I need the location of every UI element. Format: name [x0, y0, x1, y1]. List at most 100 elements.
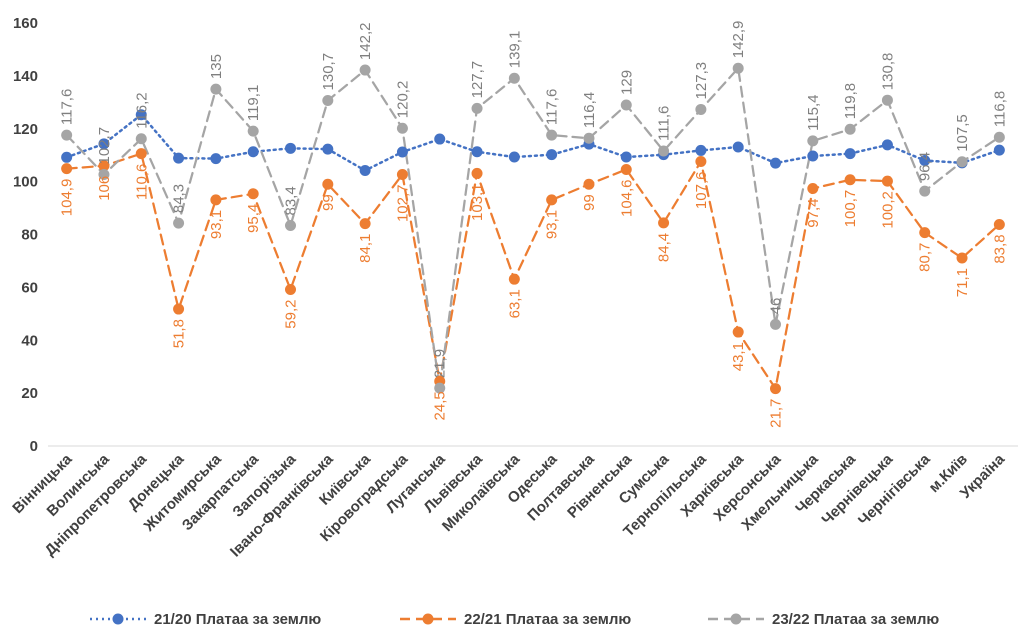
series-3-data-label: 129 — [618, 70, 635, 95]
series-2-point — [658, 217, 670, 229]
legend-marker-3 — [730, 613, 742, 625]
series-2-data-label: 84,4 — [656, 233, 673, 262]
series-3-point — [993, 131, 1005, 143]
series-1-point — [993, 144, 1005, 156]
series-3-data-label: 130,8 — [879, 53, 896, 91]
series-2-point — [359, 218, 371, 230]
series-2-data-label: 24,5 — [432, 391, 449, 420]
series-3-point — [546, 129, 558, 141]
series-3-point — [396, 122, 408, 134]
series-3-point — [508, 72, 520, 84]
series-3-data-label: 115,4 — [805, 94, 822, 130]
series-1-point — [359, 165, 371, 177]
series-2-point — [396, 168, 408, 180]
series-3-point — [98, 168, 110, 180]
series-2-data-label: 71,1 — [954, 268, 971, 297]
series-2-point — [993, 218, 1005, 230]
series-2-data-label: 107,6 — [693, 172, 710, 210]
series-2-data-label: 103,1 — [469, 183, 486, 221]
series-2-point — [881, 175, 893, 187]
series-3-data-label: 139,1 — [506, 31, 523, 69]
series-2-point — [620, 163, 632, 175]
series-1-point — [844, 148, 856, 160]
series-2-point — [732, 326, 744, 338]
series-3-data-label: 117,6 — [59, 89, 76, 125]
series-1-point — [135, 109, 147, 121]
series-2-point — [135, 148, 147, 160]
series-2-point — [285, 283, 296, 295]
series-2-data-label: 83,8 — [991, 234, 1008, 263]
series-2-data-label: 93,1 — [208, 210, 225, 239]
series-3-point — [471, 102, 483, 114]
series-3-point — [919, 185, 931, 197]
legend-label-2: 22/21 Платаа за землю — [464, 611, 631, 628]
series-2-point — [61, 163, 73, 175]
series-3-data-label: 119,8 — [842, 83, 859, 119]
series-2-data-label: 95,4 — [245, 204, 262, 233]
series-3-point — [322, 94, 334, 106]
series-3-point — [770, 318, 781, 330]
series-1-point — [61, 151, 73, 163]
series-2-point — [471, 167, 483, 179]
series-1-point — [210, 153, 222, 165]
series-lines — [65, 65, 1001, 392]
series-3-data-label: 142,2 — [357, 23, 374, 61]
series-line-1 — [65, 112, 1001, 172]
y-tick-label: 160 — [13, 15, 38, 32]
x-axis-ticks: ВінницькаВолинськаДніпропетровськаДонець… — [9, 450, 1008, 560]
series-2-point — [770, 383, 781, 395]
series-2-point — [807, 182, 819, 194]
legend: 21/20 Платаа за землю 22/21 Платаа за зем… — [90, 611, 939, 628]
series-line-3 — [65, 65, 1001, 389]
series-3-data-label: 127,7 — [469, 61, 486, 99]
series-3-point — [807, 135, 819, 147]
series-2-data-label: 93,1 — [544, 210, 561, 239]
series-2-data-label: 59,2 — [283, 299, 300, 328]
series-2-point — [919, 227, 931, 239]
series-3-data-label: 21,9 — [432, 349, 449, 378]
series-3-data-label: 116,4 — [581, 92, 598, 128]
y-tick-label: 40 — [21, 332, 38, 349]
y-tick-label: 120 — [13, 121, 38, 138]
series-1-point — [508, 151, 520, 163]
series-1-point — [919, 154, 931, 166]
series-3-data-label: 116,2 — [133, 92, 150, 128]
series-2-data-label: 102,7 — [394, 184, 411, 222]
series-3-point — [695, 103, 707, 115]
y-axis-ticks: 0 20 40 60 80 100 120 140 160 — [13, 15, 38, 455]
series-2-data-label: 106 — [96, 176, 113, 201]
series-2-point — [247, 188, 259, 200]
series-1-point — [98, 138, 110, 150]
legend-marker-1 — [112, 613, 124, 625]
series-2-data-label: 99 — [581, 194, 598, 211]
series-2-data-label: 97,4 — [805, 198, 822, 227]
series-1-point — [620, 151, 632, 163]
series-3-data-label: 135 — [208, 54, 225, 79]
series-2-point — [173, 303, 185, 315]
series-2-data-label: 80,7 — [917, 243, 934, 272]
series-2-data-label: 51,8 — [171, 319, 188, 348]
series-3-data-label: 127,3 — [693, 62, 710, 100]
series-3-point — [285, 220, 296, 232]
series-2-data-label: 104,6 — [618, 179, 635, 217]
series-2-point — [695, 156, 707, 168]
y-tick-label: 100 — [13, 174, 38, 191]
series-3-point — [658, 145, 670, 157]
series-1-point — [247, 146, 259, 158]
series-3-point — [210, 83, 222, 95]
series-2-data-label: 21,7 — [768, 399, 785, 428]
series-3-point — [620, 99, 632, 111]
series-3-data-label: 84,3 — [171, 184, 188, 213]
series-2-data-label: 43,1 — [730, 342, 747, 371]
series-2-data-label: 100,2 — [879, 191, 896, 229]
series-2-point — [98, 160, 110, 172]
series-3-point — [61, 129, 73, 141]
series-3-point — [956, 156, 968, 168]
series-1-point — [434, 133, 446, 145]
series-3-point — [583, 132, 595, 144]
series-3-point — [881, 94, 893, 106]
series-2-point — [844, 174, 856, 186]
series-line-2 — [65, 152, 1001, 392]
legend-label-1: 21/20 Платаа за землю — [154, 611, 321, 628]
series-3-point — [135, 133, 147, 145]
